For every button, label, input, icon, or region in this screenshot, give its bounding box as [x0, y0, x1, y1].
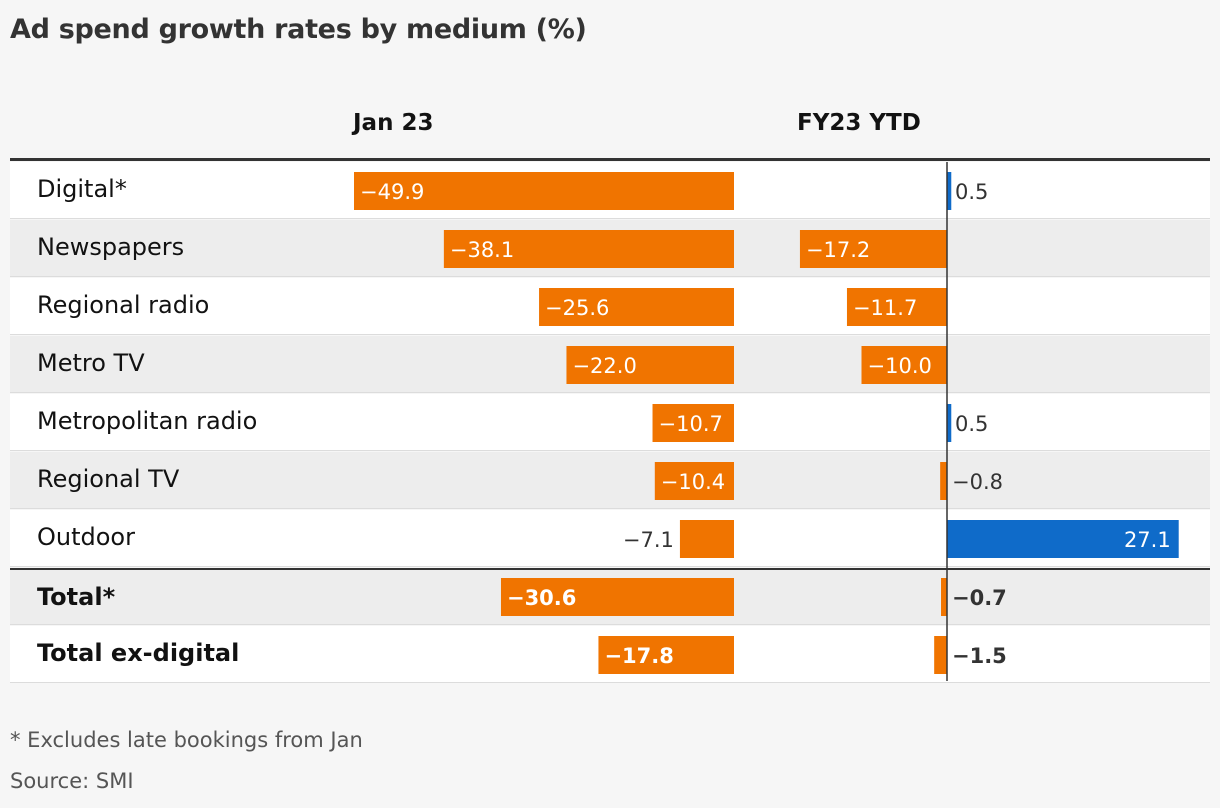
- data-label: −17.2: [806, 238, 870, 262]
- bar: [947, 520, 1179, 558]
- source-note: Source: SMI: [10, 769, 134, 793]
- table-row: Metropolitan radio: [10, 394, 1210, 451]
- row-label: Total ex-digital: [37, 639, 240, 667]
- bar: [947, 404, 952, 442]
- data-label: −10.7: [659, 412, 723, 436]
- data-label: 0.5: [955, 412, 988, 436]
- data-label: −0.8: [952, 470, 1003, 494]
- data-label: −11.7: [853, 296, 917, 320]
- bar: [598, 636, 734, 674]
- bar: [566, 346, 734, 384]
- data-label: 27.1: [1124, 528, 1171, 552]
- row-label: Metro TV: [37, 349, 145, 377]
- bar: [500, 578, 734, 616]
- data-label: −30.6: [507, 586, 576, 610]
- data-label: −0.7: [952, 586, 1007, 610]
- header-rule: [10, 158, 1210, 161]
- bar: [652, 404, 734, 442]
- data-label: −17.8: [604, 644, 673, 668]
- footnote: * Excludes late bookings from Jan: [10, 728, 363, 752]
- data-label: −38.1: [450, 238, 514, 262]
- bar: [947, 172, 952, 210]
- data-label: −22.0: [572, 354, 636, 378]
- column-header-fy23-ytd: FY23 YTD: [797, 110, 921, 136]
- bar: [846, 288, 947, 326]
- bar: [679, 520, 734, 558]
- row-label: Digital*: [37, 175, 127, 203]
- row-label: Regional TV: [37, 465, 180, 493]
- data-label: −7.1: [623, 528, 674, 552]
- bar: [861, 346, 947, 384]
- data-label: 0.5: [955, 180, 988, 204]
- bar: [799, 230, 947, 268]
- row-label: Newspapers: [37, 233, 185, 261]
- table-row: Regional TV: [10, 452, 1210, 509]
- bar: [934, 636, 947, 674]
- bar: [654, 462, 734, 500]
- bar: [941, 578, 947, 616]
- data-label: −10.4: [661, 470, 725, 494]
- bar: [354, 172, 734, 210]
- row-label: Regional radio: [37, 291, 210, 319]
- bar: [940, 462, 947, 500]
- row-label: Metropolitan radio: [37, 407, 258, 435]
- chart-title: Ad spend growth rates by medium (%): [10, 14, 587, 45]
- bar: [443, 230, 734, 268]
- data-label: −10.0: [868, 354, 932, 378]
- row-label: Total*: [37, 583, 116, 611]
- data-label: −1.5: [952, 644, 1007, 668]
- bar: [539, 288, 734, 326]
- row-label: Outdoor: [37, 523, 135, 551]
- data-label: −49.9: [360, 180, 424, 204]
- column-header-jan23: Jan 23: [353, 110, 434, 136]
- data-label: −25.6: [545, 296, 609, 320]
